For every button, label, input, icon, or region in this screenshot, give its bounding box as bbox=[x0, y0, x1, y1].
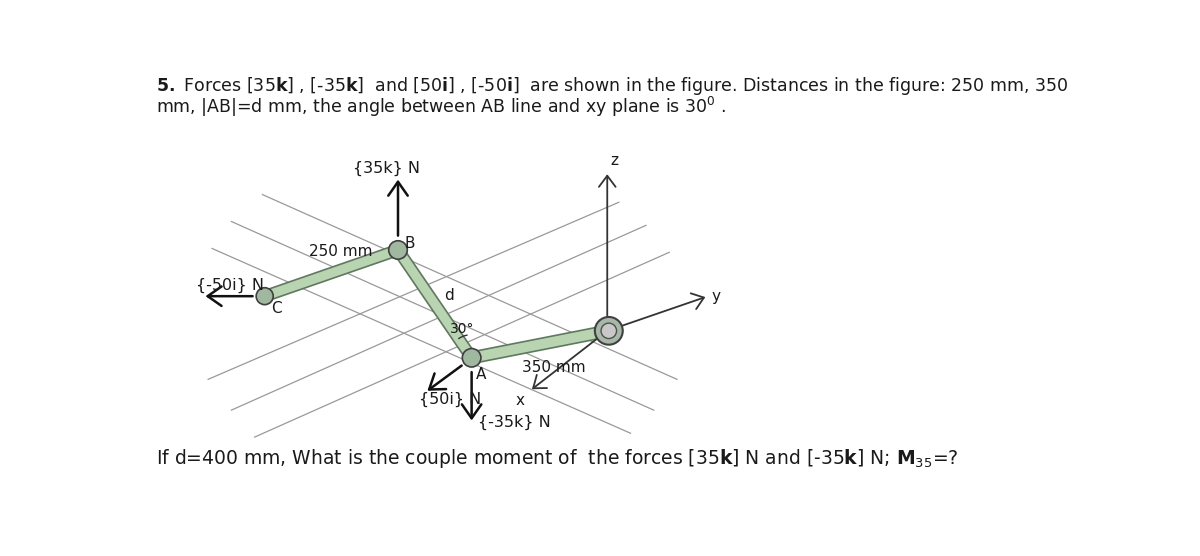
Polygon shape bbox=[470, 325, 610, 364]
Text: mm, |AB|=d mm, the angle between AB line and xy plane is 30$^0$ .: mm, |AB|=d mm, the angle between AB line… bbox=[156, 95, 726, 120]
Text: {-35k} N: {-35k} N bbox=[478, 415, 551, 430]
Text: A: A bbox=[476, 368, 487, 383]
Circle shape bbox=[389, 241, 407, 259]
Circle shape bbox=[595, 317, 623, 345]
Text: 350 mm: 350 mm bbox=[522, 360, 586, 375]
Text: {-50i} N: {-50i} N bbox=[197, 278, 264, 293]
Text: z: z bbox=[611, 153, 618, 168]
Circle shape bbox=[256, 287, 274, 305]
Text: x: x bbox=[516, 393, 524, 408]
Text: y: y bbox=[712, 289, 721, 304]
Text: If d=400 mm, What is the couple moment of  the forces [35$\mathbf{k}$] N and [-3: If d=400 mm, What is the couple moment o… bbox=[156, 447, 959, 470]
Text: $\mathbf{5.}$ Forces [35$\mathbf{k}$] , [-35$\mathbf{k}$]  and [50$\mathbf{i}$] : $\mathbf{5.}$ Forces [35$\mathbf{k}$] , … bbox=[156, 75, 1068, 97]
Text: d: d bbox=[444, 288, 454, 303]
Polygon shape bbox=[263, 245, 400, 301]
Circle shape bbox=[462, 349, 481, 367]
Text: {35k} N: {35k} N bbox=[353, 161, 420, 176]
Circle shape bbox=[601, 323, 617, 339]
Text: B: B bbox=[404, 236, 415, 251]
Text: 30°: 30° bbox=[450, 322, 474, 336]
Text: C: C bbox=[271, 301, 282, 316]
Text: {50i} N: {50i} N bbox=[419, 392, 481, 407]
Text: 250 mm: 250 mm bbox=[308, 244, 372, 259]
Polygon shape bbox=[394, 247, 476, 361]
